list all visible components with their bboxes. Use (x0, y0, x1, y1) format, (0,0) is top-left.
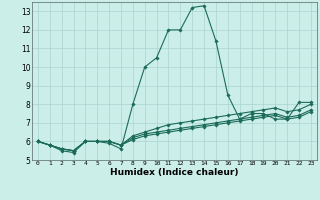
X-axis label: Humidex (Indice chaleur): Humidex (Indice chaleur) (110, 168, 239, 177)
